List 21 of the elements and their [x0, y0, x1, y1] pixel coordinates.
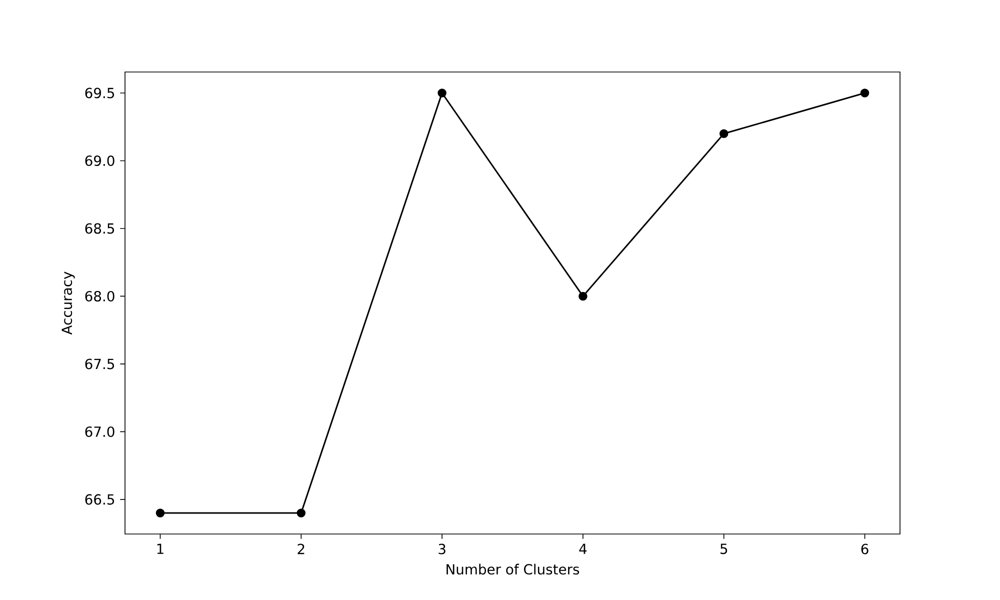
y-tick-label: 67.0	[85, 426, 114, 437]
x-axis-title: Number of Clusters	[446, 564, 580, 575]
x-tick-label: 2	[298, 544, 304, 554]
y-tick-label: 69.0	[85, 155, 114, 166]
x-tick-label: 4	[579, 544, 587, 554]
x-tick-label: 5	[720, 544, 728, 554]
x-tick-label: 1	[157, 544, 164, 554]
y-tick-label: 67.5	[85, 358, 114, 370]
x-tick-label: 6	[861, 544, 868, 554]
point	[438, 88, 446, 98]
point	[156, 508, 165, 518]
point	[296, 508, 306, 518]
point	[719, 129, 728, 138]
x-tick-label: 3	[438, 544, 446, 554]
y-tick-label: 69.5	[85, 88, 114, 98]
y-tick-label: 68.5	[85, 223, 114, 234]
point	[860, 88, 870, 98]
y-axis-title: Accuracy	[62, 272, 75, 335]
y-tick-label: 66.5	[85, 494, 114, 505]
y-tick-label: 68.0	[85, 290, 114, 302]
point	[578, 292, 588, 301]
